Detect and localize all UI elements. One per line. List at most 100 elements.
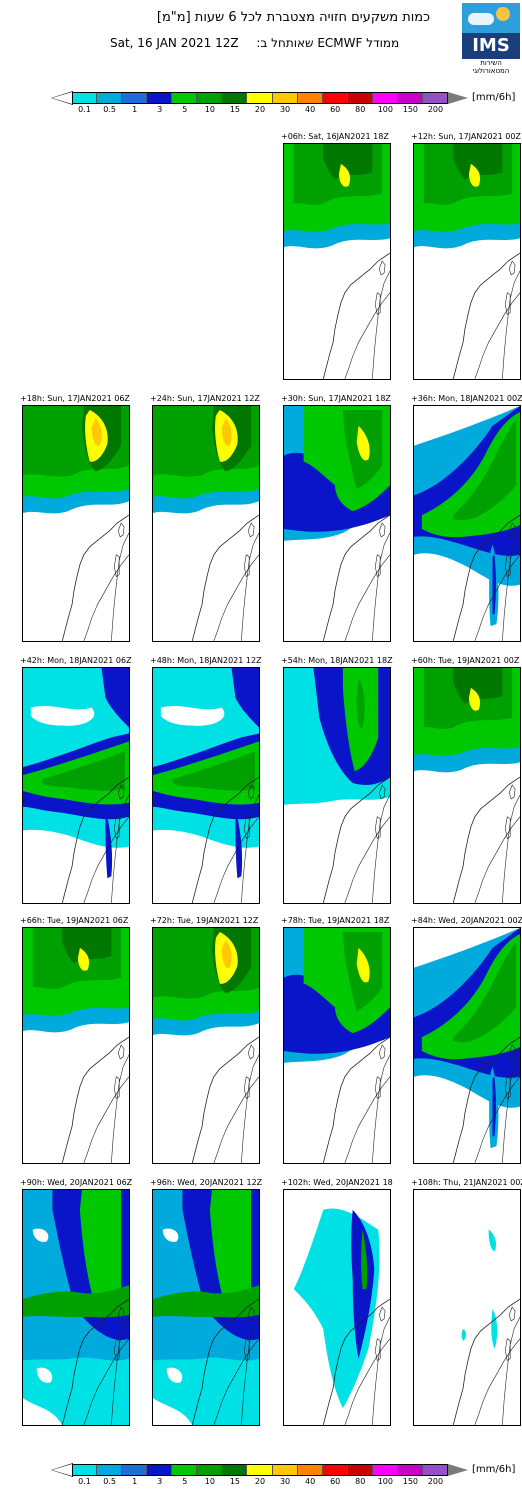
colorbar-top-tick-label: 150: [402, 105, 419, 114]
border-line: [241, 532, 259, 641]
colorbar-top-tick-label: 20: [254, 105, 266, 114]
colorbar-top-swatch: [347, 92, 373, 104]
colorbar-bottom-tick-label: 10: [204, 1477, 215, 1486]
precip-map: [152, 1189, 260, 1426]
colorbar-top-swatch: [72, 92, 98, 104]
panel-time-label: +72h: Tue, 19JAN2021 12Z: [150, 916, 259, 925]
colorbar-top-tick-label: 80: [355, 105, 366, 114]
precip-field: [23, 1190, 129, 1425]
precip-map: [283, 667, 391, 904]
colorbar-top-swatch: [322, 92, 348, 104]
colorbar-top-above-arrow: [448, 92, 468, 104]
dead-sea-outline: [113, 816, 120, 840]
lake-outline: [378, 1044, 386, 1060]
panel-time-label: +36h: Mon, 18JAN2021 00Z: [411, 394, 522, 403]
colorbar-top-tick-label: 200: [427, 105, 444, 114]
dead-sea-outline: [243, 1076, 250, 1100]
colorbar-top-swatch: [247, 92, 273, 104]
colorbar-top-swatch: [372, 92, 398, 104]
coastline: [191, 1036, 259, 1163]
precip-map-svg: [23, 1190, 129, 1425]
dead-sea-outline: [113, 1338, 120, 1362]
lake-outline: [378, 522, 386, 538]
precip-map: [22, 667, 130, 904]
colorbar-bottom-swatch: [397, 1464, 423, 1476]
colorbar-top-tick-label: 5: [182, 105, 188, 114]
precip-field: [461, 1229, 498, 1349]
colorbar-bottom-tick-label: 20: [254, 1477, 266, 1486]
lake-outline: [247, 1044, 255, 1060]
precip-map: [413, 927, 521, 1164]
coastline: [452, 252, 520, 379]
border-line: [213, 1076, 259, 1163]
colorbar-bottom-above-arrow: [448, 1464, 468, 1476]
colorbar-bottom-swatch: [322, 1464, 348, 1476]
colorbar-bottom-swatch: [272, 1464, 298, 1476]
precip-map: [22, 405, 130, 642]
colorbar-bottom-tick-label: 200: [427, 1477, 444, 1486]
colorbar-top-tick-label: 10: [204, 105, 215, 114]
border-line: [111, 1054, 129, 1163]
colorbar-bottom-swatch: [247, 1464, 273, 1476]
forecast-panel-p72: +72h: Tue, 19JAN2021 12Z: [150, 916, 260, 1164]
forecast-panel-p54: +54h: Mon, 18JAN2021 18Z: [281, 656, 393, 904]
forecast-panel-p102: +102h: Wed, 20JAN2021 18Z: [281, 1178, 393, 1426]
precip-map: [22, 927, 130, 1164]
forecast-panel-p12: +12h: Sun, 17JAN2021 00Z: [411, 132, 521, 380]
coastline: [61, 1036, 129, 1163]
colorbar-bottom-unit-label: [mm/6h]: [472, 1464, 516, 1475]
colorbar-top-tick-label: 60: [330, 105, 341, 114]
forecast-panel-p60: +60h: Tue, 19JAN2021 00Z: [411, 656, 521, 904]
border-line: [474, 1338, 520, 1425]
cloud-icon: [468, 13, 494, 25]
precip-field: [414, 406, 520, 627]
precip-map: [413, 143, 521, 380]
colorbar-bottom: 0.1 0.5 1 3 5 10 15 20 30 40 60 80 100 150 200 [mm/6h]: [51, 1463, 522, 1488]
colorbar-top-frame: [72, 92, 448, 104]
precip-map-svg: [153, 928, 259, 1163]
precip-map: [413, 405, 521, 642]
border-line: [213, 554, 259, 641]
precip-field: [153, 668, 259, 879]
precip-map-svg: [153, 668, 259, 903]
border-line: [111, 532, 129, 641]
border-line: [502, 532, 520, 641]
colorbar-bottom-swatch: [347, 1464, 373, 1476]
precip-field: [284, 668, 390, 805]
precip-field: [23, 668, 129, 879]
dead-sea-outline: [504, 1076, 511, 1100]
precip-field: [414, 928, 520, 1149]
precip-map: [283, 927, 391, 1164]
colorbar-top-swatch: [147, 92, 173, 104]
forecast-panel-p30: +30h: Sun, 17JAN2021 18Z: [281, 394, 391, 642]
panel-time-label: +54h: Mon, 18JAN2021 18Z: [281, 656, 393, 665]
precip-map-svg: [414, 928, 520, 1163]
precip-map: [22, 1189, 130, 1426]
panel-time-label: +06h: Sat, 16JAN2021 18Z: [281, 132, 389, 141]
precip-map: [152, 667, 260, 904]
forecast-panel-p42: +42h: Mon, 18JAN2021 06Z: [20, 656, 132, 904]
colorbar-top-tick-label: 0.1: [78, 105, 91, 114]
lake-outline: [508, 260, 516, 276]
colorbar-bottom-swatch: [72, 1464, 98, 1476]
precip-map-svg: [414, 144, 520, 379]
panel-time-label: +60h: Tue, 19JAN2021 00Z: [411, 656, 520, 665]
precip-map-svg: [284, 406, 390, 641]
colorbar-bottom-tick-label: 0.5: [103, 1477, 116, 1486]
border-line: [344, 1338, 390, 1425]
precip-map-svg: [23, 406, 129, 641]
panel-time-label: +66h: Tue, 19JAN2021 06Z: [20, 916, 129, 925]
panel-time-label: +30h: Sun, 17JAN2021 18Z: [281, 394, 391, 403]
panel-time-label: +84h: Wed, 20JAN2021 00Z: [411, 916, 522, 925]
coastline: [322, 776, 390, 903]
precip-map: [152, 927, 260, 1164]
border-line: [474, 816, 520, 903]
precip-map-svg: [414, 668, 520, 903]
border-line: [502, 794, 520, 903]
border-line: [502, 270, 520, 379]
lake-outline: [508, 522, 516, 538]
colorbar-top-swatch: [272, 92, 298, 104]
forecast-panel-p90: +90h: Wed, 20JAN2021 06Z: [20, 1178, 132, 1426]
map-title: כמות משקעים חזויה מצטברת לכל 6 שעות [מ"מ…: [156, 10, 430, 25]
dead-sea-outline: [504, 1338, 511, 1362]
